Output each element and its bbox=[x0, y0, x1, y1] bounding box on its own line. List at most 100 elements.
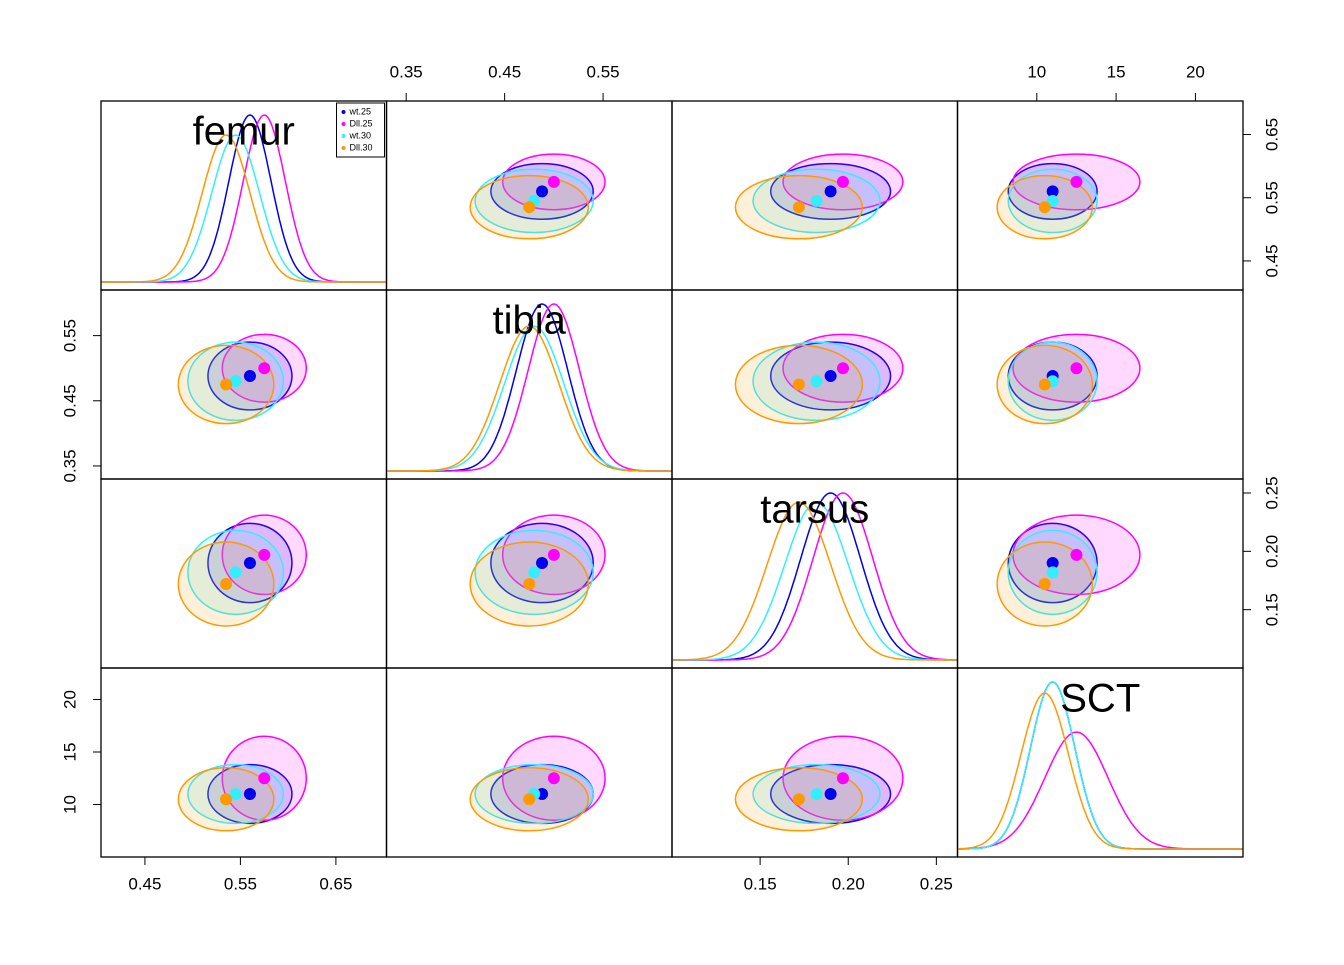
y-tick-label: 0.15 bbox=[1262, 593, 1281, 626]
legend-label: wt.30 bbox=[349, 130, 372, 140]
group-mean bbox=[547, 175, 560, 188]
y-tick-label: 0.35 bbox=[60, 449, 79, 482]
group-mean bbox=[824, 370, 837, 383]
group-mean bbox=[258, 548, 271, 561]
legend-label: wt.25 bbox=[349, 106, 372, 116]
panel bbox=[177, 735, 308, 832]
group-mean bbox=[547, 548, 560, 561]
group-mean bbox=[229, 375, 242, 388]
group-mean bbox=[258, 772, 271, 785]
legend-marker bbox=[341, 134, 346, 138]
variable-label: femur bbox=[193, 110, 295, 154]
x-tick-label: 0.25 bbox=[920, 874, 953, 893]
density-curve bbox=[672, 501, 958, 661]
group-mean bbox=[824, 788, 837, 800]
variable-label: tarsus bbox=[760, 488, 869, 532]
density-curve bbox=[386, 325, 672, 472]
panel bbox=[177, 514, 308, 627]
x-tick-label: 0.45 bbox=[488, 62, 521, 81]
legend-marker bbox=[341, 122, 346, 126]
density-curve bbox=[672, 492, 958, 661]
y-tick-label: 0.45 bbox=[1262, 244, 1281, 277]
group-mean bbox=[523, 201, 536, 214]
panel bbox=[996, 514, 1141, 627]
x-tick-label: 15 bbox=[1107, 62, 1126, 81]
panel bbox=[177, 333, 308, 425]
panel bbox=[469, 735, 606, 832]
group-mean bbox=[243, 557, 256, 569]
group-mean bbox=[229, 788, 242, 800]
panel bbox=[996, 153, 1141, 240]
group-mean bbox=[836, 362, 849, 375]
group-mean bbox=[792, 201, 805, 214]
group-mean bbox=[836, 772, 849, 785]
group-mean bbox=[220, 793, 233, 806]
group-mean bbox=[1038, 201, 1051, 214]
group-mean bbox=[523, 578, 536, 590]
x-tick-label: 0.65 bbox=[319, 874, 352, 893]
panel bbox=[101, 114, 387, 283]
legend-marker bbox=[341, 110, 346, 114]
variable-label: tibia bbox=[493, 299, 567, 343]
x-tick-label: 20 bbox=[1186, 62, 1205, 81]
group-mean bbox=[836, 175, 849, 188]
y-tick-label: 0.65 bbox=[1262, 118, 1281, 151]
group-mean bbox=[547, 772, 560, 785]
x-tick-label: 0.15 bbox=[744, 874, 777, 893]
group-mean bbox=[528, 566, 541, 579]
panel bbox=[734, 153, 904, 240]
legend-label: Dll.25 bbox=[350, 118, 373, 128]
legend-marker bbox=[341, 146, 346, 150]
x-tick-label: 0.45 bbox=[128, 874, 161, 893]
group-mean bbox=[1046, 185, 1059, 198]
y-tick-label: 0.55 bbox=[1262, 181, 1281, 214]
group-mean bbox=[824, 185, 837, 198]
y-tick-label: 0.25 bbox=[1262, 476, 1281, 509]
group-mean bbox=[220, 578, 233, 590]
panel bbox=[734, 735, 904, 832]
group-mean bbox=[810, 375, 823, 388]
legend-label: Dll.30 bbox=[350, 142, 373, 152]
x-tick-label: 10 bbox=[1027, 62, 1046, 81]
group-mean bbox=[1046, 557, 1059, 569]
panel bbox=[469, 153, 606, 240]
x-tick-label: 0.35 bbox=[390, 62, 423, 81]
density-curve bbox=[957, 692, 1243, 850]
group-mean bbox=[536, 185, 549, 198]
variable-label: SCT bbox=[1060, 677, 1140, 721]
group-mean bbox=[810, 194, 823, 207]
y-tick-label: 0.55 bbox=[60, 319, 79, 352]
group-mean bbox=[258, 362, 271, 375]
group-mean bbox=[1070, 362, 1083, 375]
group-mean bbox=[243, 370, 256, 383]
x-tick-label: 0.20 bbox=[832, 874, 865, 893]
y-tick-label: 10 bbox=[60, 795, 79, 814]
group-mean bbox=[220, 378, 233, 391]
group-mean bbox=[792, 793, 805, 806]
panel bbox=[672, 492, 958, 661]
group-mean bbox=[1070, 175, 1083, 188]
density-curve bbox=[386, 325, 672, 472]
panel-frame bbox=[956, 667, 1244, 858]
x-tick-label: 0.55 bbox=[224, 874, 257, 893]
group-mean bbox=[243, 788, 256, 800]
panel bbox=[957, 681, 1243, 850]
group-mean bbox=[229, 566, 242, 579]
group-mean bbox=[1070, 548, 1083, 561]
density-curve bbox=[101, 134, 387, 283]
panel bbox=[386, 303, 672, 472]
group-mean bbox=[792, 378, 805, 391]
y-tick-label: 20 bbox=[60, 690, 79, 709]
group-mean bbox=[1038, 578, 1051, 590]
density-curve bbox=[672, 501, 958, 661]
group-mean bbox=[810, 788, 823, 800]
panel bbox=[996, 333, 1141, 425]
panel bbox=[734, 333, 904, 425]
x-tick-label: 0.55 bbox=[587, 62, 620, 81]
panel bbox=[469, 514, 606, 627]
group-mean bbox=[1046, 566, 1059, 579]
y-tick-label: 0.20 bbox=[1262, 535, 1281, 568]
group-mean bbox=[523, 793, 536, 806]
